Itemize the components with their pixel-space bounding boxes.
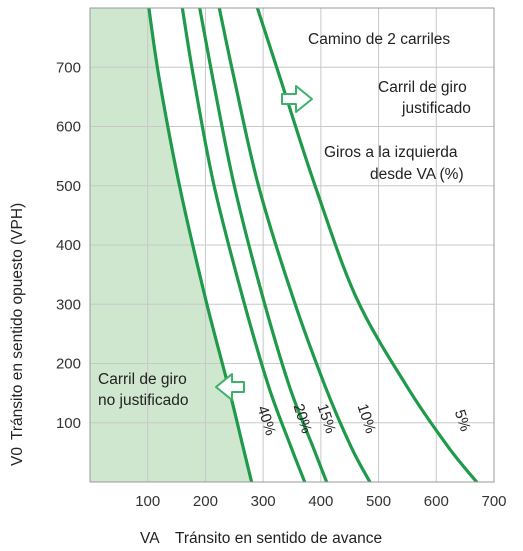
y-axis-prefix: V0 [9,447,26,466]
x-tick-label: 200 [193,493,218,510]
x-tick-label: 300 [251,493,276,510]
curve-10-percent [217,8,372,482]
curve-5-percent [255,8,479,482]
left-turns-label-line2: desde VA (%) [370,166,464,183]
y-tick-label: 200 [56,356,81,373]
x-tick-labels: 100 200 300 400 500 600 700 [135,493,506,510]
x-axis-title: Tránsito en sentido de avance [175,530,382,547]
curve-40-percent [147,8,254,482]
warranted-arrow-icon [281,85,313,113]
not-warranted-label-line2: no justificado [98,392,188,409]
y-tick-label: 400 [56,237,81,254]
left-turns-label-line1: Giros a la izquierda [324,144,458,161]
y-tick-label: 700 [56,59,81,76]
warranted-label-line2: justificado [401,100,471,117]
y-tick-label: 500 [56,178,81,195]
curve-label-5-percent: 5% [451,408,474,434]
x-tick-label: 500 [366,493,391,510]
y-tick-label: 100 [56,415,81,432]
plot-frame [89,7,495,483]
chart-title: Camino de 2 carriles [308,31,450,48]
not-warranted-label-line1: Carril de giro [98,371,187,388]
x-tick-label: 700 [481,493,506,510]
x-tick-label: 400 [308,493,333,510]
y-axis-title: Tránsito en sentido opuesto (VPH) [9,203,26,440]
not-warranted-arrow-icon [215,373,245,401]
curve-20-percent [180,8,307,482]
y-tick-label: 300 [56,296,81,313]
curve-15-percent [198,8,329,482]
x-tick-label: 600 [424,493,449,510]
x-tick-label: 100 [135,493,160,510]
curves [147,8,479,482]
y-tick-labels: 100 200 300 400 500 600 700 [56,59,81,432]
y-tick-label: 600 [56,119,81,136]
x-axis-prefix: VA [140,530,160,547]
warranted-label-line1: Carril de giro [378,79,467,96]
